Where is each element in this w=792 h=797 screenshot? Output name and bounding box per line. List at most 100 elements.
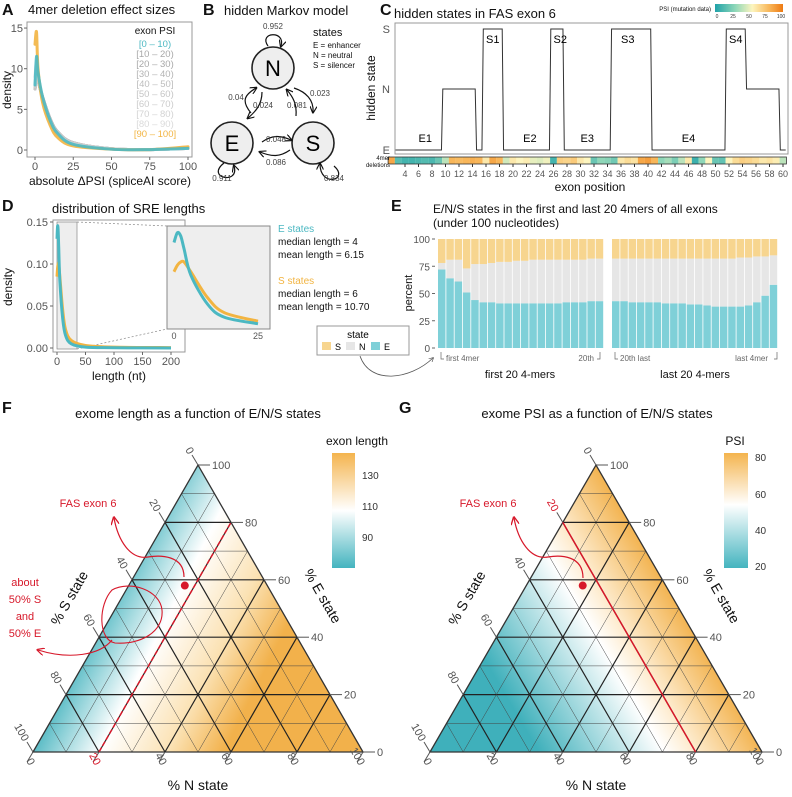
grid-line-n [529, 550, 647, 753]
segment-label: S1 [486, 34, 499, 46]
legend-entry: [10 – 20) [136, 49, 174, 60]
s-tick [589, 454, 597, 466]
x-tick-label: 150 [133, 356, 151, 368]
bar-s [686, 239, 695, 259]
n-axis-title: % N state [566, 777, 627, 793]
bar-n [462, 268, 471, 293]
panel-title: E/N/S states in the first and last 20 4m… [433, 202, 718, 216]
segment-label: E4 [682, 133, 695, 145]
bar-s [612, 239, 620, 259]
svg-text:E: E [225, 131, 240, 156]
y-tick-label: S [383, 24, 390, 36]
heatmap-cell [766, 157, 773, 164]
axes: 0.00 0.05 0.10 0.15 0 50 100 150 200 0 25 [27, 217, 263, 368]
bar-n [487, 262, 496, 303]
heatmap-label: 4mer [376, 156, 390, 162]
s-tick-label: 80 [444, 669, 461, 686]
plot-frame [26, 21, 193, 158]
heatmap-cell [496, 157, 503, 164]
bar-s [695, 239, 703, 259]
heatmap-cell [718, 157, 726, 164]
heatmap-cell [624, 157, 632, 164]
grid-line-s [65, 694, 100, 753]
y-tick-label: 15 [11, 23, 23, 35]
bar-s [496, 239, 504, 262]
s-tick [523, 569, 531, 581]
x-tick-label: 30 [575, 169, 585, 179]
e-tick-label: 0 [377, 747, 383, 759]
n-tick-label: 40 [550, 751, 567, 768]
heatmap-cell [739, 157, 746, 164]
annotation-label: FAS exon 6 [60, 498, 117, 510]
x-tick-label: 50 [79, 356, 91, 368]
heatmap-cell [442, 157, 449, 164]
bar-e [711, 306, 720, 348]
svg-text:0.048: 0.048 [266, 135, 287, 144]
svg-text:mean length = 6.15: mean length = 6.15 [278, 250, 364, 261]
x-tick-label: 32 [589, 169, 599, 179]
bar-e [595, 301, 604, 348]
x-tick-label: 38 [629, 169, 639, 179]
bar-n [769, 255, 778, 285]
bar-e [446, 278, 454, 348]
s-tick-label: 100 [408, 722, 428, 744]
colorbar-tick: 25 [730, 14, 736, 20]
bar-n [521, 260, 529, 304]
x-tick-label: 200 [162, 356, 180, 368]
panel-f: F exome length as a function of E/N/S st… [2, 400, 388, 793]
colorbar-tick: 50 [746, 14, 752, 20]
colorbar-tick: 80 [755, 453, 767, 464]
bar-e [545, 303, 554, 348]
highlight-line-label: 20 [544, 497, 561, 514]
x-tick-label: 44 [670, 169, 680, 179]
y-tick-label: N [382, 84, 390, 96]
legend-entry: [80 – 90) [136, 119, 174, 130]
colorbar-title: exon length [326, 434, 388, 448]
bar-n [554, 259, 562, 304]
svg-text:first 4mer: first 4mer [446, 354, 480, 363]
bar-n [595, 258, 604, 302]
state-def: E = enhancer [313, 41, 361, 50]
bar-n [496, 261, 504, 304]
zoom-connector [76, 328, 168, 350]
bar-s [661, 239, 670, 259]
bar-e [661, 303, 670, 348]
bar-s [446, 239, 454, 260]
axes: 0 5 10 15 0 25 50 75 100 [11, 23, 197, 173]
panel-letter: B [203, 2, 215, 19]
heatmap-cell [685, 157, 692, 164]
svg-text:E states: E states [278, 224, 314, 235]
s-tick [158, 512, 166, 523]
bar-n [653, 258, 661, 303]
s-tick-label: 80 [47, 669, 64, 686]
inset-tick-label: 0 [171, 331, 176, 341]
e-tick-label: 40 [710, 632, 722, 644]
bar-s [636, 239, 645, 259]
density-curves [55, 224, 172, 350]
segment-label: E1 [419, 133, 432, 145]
bar-s [761, 239, 769, 257]
panel-letter: A [2, 2, 14, 19]
x-tick-label: 50 [710, 169, 720, 179]
bar-e [454, 281, 463, 348]
x-tick-label: 56 [751, 169, 761, 179]
heatmap-cell [752, 157, 760, 164]
n-axis-title: % N state [168, 777, 229, 793]
n-tick [356, 751, 364, 763]
grid-line-s [181, 493, 331, 753]
svg-text:last 4mer: last 4mer [735, 354, 768, 363]
y-axis-label: hidden state [364, 55, 378, 121]
n-tick-label: 0 [23, 756, 36, 767]
bar-e [620, 301, 628, 348]
state-def: S = silencer [313, 61, 355, 70]
s-tick [26, 741, 34, 753]
bar-s [521, 239, 529, 261]
colorbar-title: PSI [725, 434, 744, 448]
grid-line-n [695, 694, 730, 753]
s-tick [191, 454, 199, 466]
svg-text:median length = 4: median length = 4 [278, 237, 358, 248]
e-tick-label: 40 [311, 632, 323, 644]
y-tick-label: 5 [17, 104, 23, 116]
heatmap-cell [725, 157, 733, 164]
states-title: states [313, 27, 343, 39]
